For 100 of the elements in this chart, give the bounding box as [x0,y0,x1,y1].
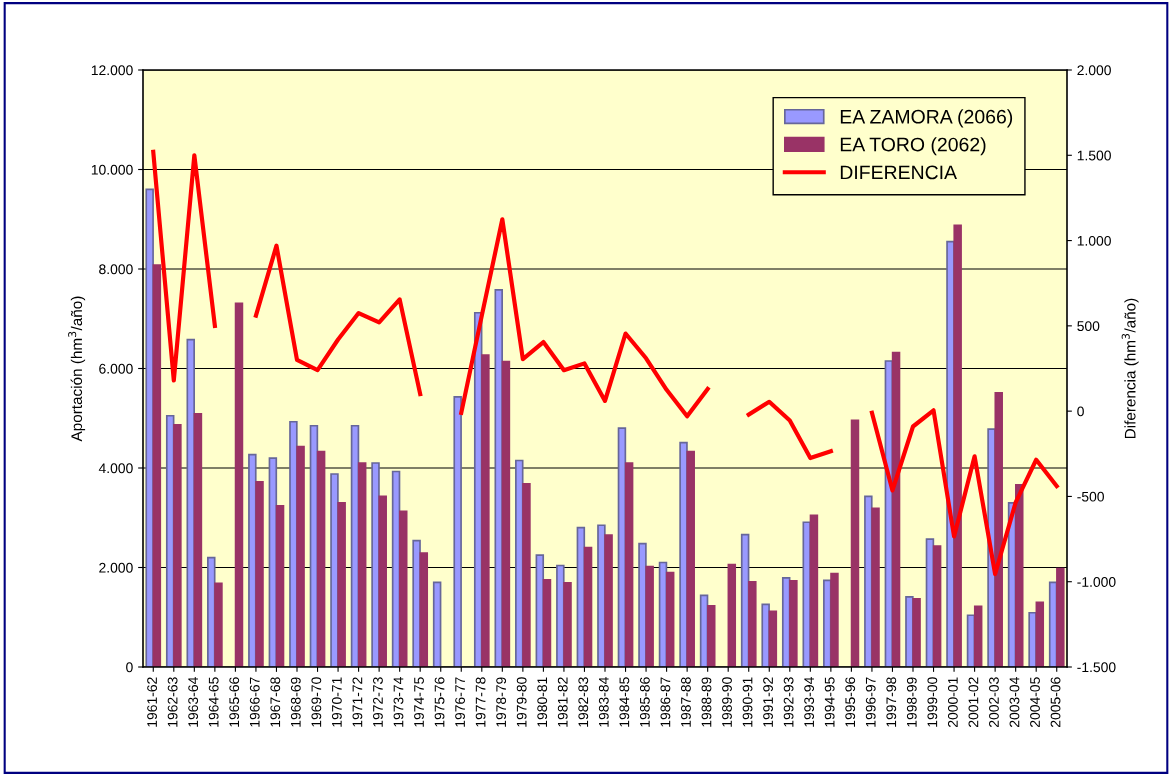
bar [748,581,757,667]
x-tick-label: 1968-69 [290,677,301,727]
x-tick-label: 1980-81 [537,677,548,727]
x-tick-label: 2003-04 [1009,677,1020,727]
x-tick-label: 1967-68 [270,677,281,727]
bar [337,501,346,667]
bar [357,462,367,667]
y-tick-label: 2.000 [99,562,133,573]
y-tick-label: 4.000 [98,463,133,474]
bar [419,552,429,667]
y-tick-label: 8.000 [99,264,133,275]
x-tick-label: 1974-75 [414,677,424,727]
x-tick-label: 2001-02 [968,677,979,727]
x-tick-label: 1965-66 [229,677,240,727]
bar [522,483,531,667]
bar [501,360,511,667]
bar [432,581,442,667]
x-tick-label: 1961-62 [147,677,157,727]
x-tick-label: 1985-86 [639,677,650,727]
x-tick-label: 1983-84 [598,677,609,727]
bar [173,423,182,667]
bar [932,545,942,667]
y2-tick-label: 2.000 [1077,65,1111,76]
x-tick-label: 1981-82 [557,677,568,727]
bar [275,504,285,667]
x-tick-label: 1976-77 [455,677,465,727]
bar [542,579,552,667]
bar [583,546,593,667]
y2-tick-label: -1.000 [1077,577,1116,587]
bar [665,571,675,667]
y2-axis-title: Diferencia (hm$^{3}$/año) [1121,298,1139,439]
bar [152,264,162,667]
x-tick-label: 1997-98 [886,677,897,727]
bar [234,302,244,667]
x-tick-label: 1975-76 [434,677,445,727]
bar [686,450,695,667]
x-tick-label: 1962-63 [167,677,178,727]
x-tick-label: 1994-95 [824,677,835,727]
bar [494,289,503,667]
y2-tick-label: -500 [1077,491,1104,502]
bar [727,563,737,667]
bar [891,351,901,667]
x-tick-label: 1963-64 [188,677,199,727]
x-tick-label: 1998-99 [906,677,917,727]
bar [1028,611,1037,667]
legend-label: EA TORO (2062) [840,137,986,156]
bar [912,598,921,667]
bar [850,419,860,667]
y-tick-label: 12.000 [91,65,133,76]
bar [973,605,983,667]
x-tick-label: 1972-73 [373,677,383,727]
x-tick-label: 1999-00 [927,677,938,727]
bar [789,580,798,667]
bar [378,495,387,667]
y-tick-label: 0 [126,662,133,673]
y2-tick-label: 500 [1077,321,1100,332]
y-tick-label: 10.000 [91,164,133,175]
bar [768,610,778,667]
x-tick-label: 1977-78 [475,677,486,727]
bar [563,582,572,667]
x-tick-label: 2004-05 [1030,677,1040,727]
x-tick-label: 1964-65 [208,677,219,727]
x-tick-label: 1992-93 [783,677,794,727]
bar [481,354,490,667]
y2-tick-label: 0 [1077,406,1084,417]
bar [145,188,154,667]
bar [316,450,326,667]
bar [1035,601,1045,667]
bar [214,582,223,667]
x-tick-label: 2005-06 [1050,677,1061,727]
y-axis-title: Aportación (hm$^{3}$/año) [68,296,86,442]
x-tick-label: 1986-87 [660,677,671,727]
legend-label: DIFERENCIA [840,165,958,180]
bar [453,396,462,667]
bar [296,445,305,667]
x-tick-label: 1987-88 [681,677,691,727]
bar [193,412,203,667]
x-tick-label: 1979-80 [516,677,527,727]
bar [186,338,195,667]
bar [802,521,811,667]
x-tick-label: 1993-94 [804,677,815,727]
x-tick-label: 1978-79 [496,677,507,727]
bar [761,603,770,667]
x-tick-label: 1989-90 [722,677,732,727]
bar [809,514,819,667]
x-tick-label: 1969-70 [311,677,322,727]
bar [255,481,264,667]
x-tick-label: 1971-72 [352,677,363,727]
x-tick-label: 1995-96 [845,677,856,727]
x-tick-label: 1990-91 [742,677,753,727]
legend-label: EA ZAMORA (2066) [840,109,1013,128]
bar [412,539,421,667]
bar [1056,567,1065,667]
x-tick-label: 1982-83 [578,677,589,727]
bar [645,565,654,667]
bar [994,392,1003,667]
bar [953,224,962,667]
x-tick-label: 1970-71 [331,677,342,727]
y2-tick-label: 1.500 [1077,150,1111,161]
x-tick-label: 1966-67 [249,677,260,727]
